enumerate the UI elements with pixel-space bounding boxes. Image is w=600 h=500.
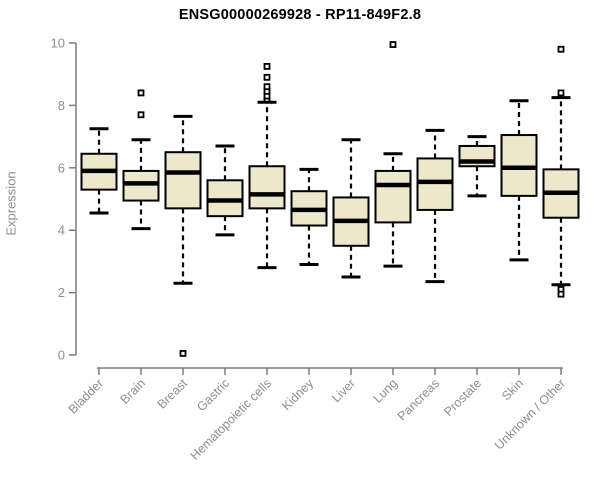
x-tick-label: Breast <box>155 376 191 412</box>
box-lung <box>374 169 412 224</box>
box-breast <box>164 151 202 210</box>
x-tick-label: Hematopoietic cells <box>188 376 275 463</box>
outlier-point <box>263 83 271 91</box>
outlier-point <box>179 350 187 357</box>
x-tick-label: Bladder <box>66 376 106 416</box>
outlier-point <box>137 111 145 119</box>
y-tick-label: 6 <box>58 160 65 175</box>
x-tick-label: Pancreas <box>395 376 442 423</box>
outlier-point <box>557 45 565 53</box>
x-tick-label: Liver <box>329 376 358 405</box>
outlier-point <box>389 41 397 48</box>
box-brain <box>122 169 160 202</box>
outlier-point <box>557 89 565 97</box>
y-tick-label: 4 <box>58 223 65 238</box>
x-tick-label: Gastric <box>194 376 232 414</box>
outlier-point <box>263 73 271 81</box>
y-tick-label: 0 <box>58 348 65 363</box>
box-gastric <box>206 179 244 218</box>
outlier-point <box>137 89 145 97</box>
outlier-point <box>557 290 565 298</box>
x-tick-label: Kidney <box>279 376 316 413</box>
y-tick-label: 10 <box>51 36 65 51</box>
x-tick-label: Unknown / Other <box>492 376 568 452</box>
y-tick-label: 8 <box>58 98 65 113</box>
x-tick-label: Prostate <box>441 376 484 419</box>
y-tick-label: 2 <box>58 285 65 300</box>
box-hematopoietic-cells <box>248 165 286 210</box>
x-tick-label: Skin <box>499 376 526 403</box>
outlier-point <box>263 63 271 70</box>
x-tick-label: Brain <box>118 376 149 407</box>
box-pancreas <box>416 157 454 211</box>
x-tick-label: Lung <box>371 376 401 406</box>
chart-title: ENSG00000269928 - RP11-849F2.8 <box>178 7 422 23</box>
box-skin <box>500 134 538 197</box>
